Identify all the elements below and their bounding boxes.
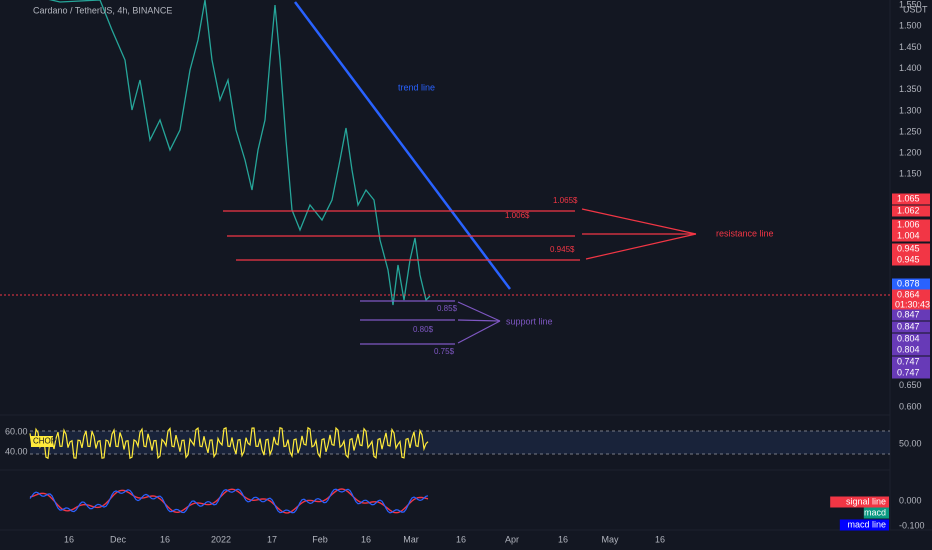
price-label: 1.550 — [899, 0, 922, 10]
price-label: 1.350 — [899, 84, 922, 94]
resistance-level: 1.006$ — [505, 211, 530, 220]
resistance-level: 0.945$ — [550, 245, 575, 254]
time-label: 17 — [267, 534, 277, 544]
macd-legend-box — [839, 519, 889, 531]
price-tag — [892, 367, 930, 379]
time-label: Apr — [505, 534, 519, 544]
price-label: 1.500 — [899, 21, 922, 31]
time-label: 2022 — [211, 534, 231, 544]
price-tag-label: 0.864 — [897, 289, 920, 299]
price-tag-label: 0.847 — [897, 321, 920, 331]
time-label: 16 — [655, 534, 665, 544]
support-level: 0.80$ — [413, 325, 434, 334]
resistance-lines — [223, 208, 697, 261]
price-label: 1.450 — [899, 42, 922, 52]
price-tag-label: 0.804 — [897, 344, 920, 354]
price-tag-label: 0.804 — [897, 333, 920, 343]
resistance-level: 1.065$ — [553, 196, 578, 205]
price-label: 1.150 — [899, 169, 922, 179]
support-lines — [360, 300, 501, 345]
price-tag — [892, 356, 930, 368]
chop-band — [30, 431, 890, 454]
time-label: 16 — [64, 534, 74, 544]
price-tag — [892, 309, 930, 321]
price-label: 1.250 — [899, 126, 922, 136]
price-tag — [892, 278, 930, 290]
time-label: May — [601, 534, 619, 544]
macd-axis-label: 0.000 — [899, 495, 922, 505]
price-tag-label: 0.945 — [897, 254, 920, 264]
macd-legend-label: signal line — [846, 496, 886, 506]
price-label: 0.600 — [899, 401, 922, 411]
macd-legend-label: macd — [864, 507, 886, 517]
chop-label-box — [31, 436, 53, 447]
time-label: 16 — [160, 534, 170, 544]
chop-level: 40.00 — [5, 446, 28, 456]
trend-label: trend line — [398, 82, 435, 92]
time-label: 16 — [361, 534, 371, 544]
trend-line — [293, 1, 512, 290]
time-label: Mar — [403, 534, 419, 544]
price-tag-label: 1.006 — [897, 219, 920, 229]
price-tag — [892, 205, 930, 217]
price-tag — [892, 254, 930, 266]
price-tag — [892, 193, 930, 205]
price-tag — [892, 230, 930, 242]
time-label: Dec — [110, 534, 127, 544]
currency: USDT — [903, 4, 928, 14]
resistance-label: resistance line — [716, 228, 774, 238]
price-tag-label: 0.747 — [897, 356, 920, 366]
price-tag — [892, 243, 930, 255]
support-label: support line — [506, 316, 553, 326]
support-level: 0.75$ — [434, 347, 455, 356]
chop-level-lines — [30, 430, 890, 455]
price-tag — [892, 321, 930, 333]
macd-legend-label: macd line — [847, 519, 886, 529]
price-tag-label: 1.062 — [897, 205, 920, 215]
macd-legend-box — [863, 507, 889, 519]
price-tag — [892, 289, 930, 312]
price-series — [48, 0, 431, 306]
price-tag-label: 0.878 — [897, 278, 920, 288]
price-label: 1.200 — [899, 148, 922, 158]
grid — [0, 0, 932, 531]
macd-line-series — [29, 488, 429, 514]
price-tag-label: 1.004 — [897, 230, 920, 240]
chart-title: Cardano / TetherUS, 4h, BINANCE — [33, 5, 172, 15]
price-tag — [892, 219, 930, 231]
price-label: 0.650 — [899, 380, 922, 390]
price-tag — [892, 333, 930, 345]
chop-series — [29, 426, 429, 460]
support-level: 0.85$ — [437, 304, 458, 313]
time-label: 16 — [558, 534, 568, 544]
price-tag — [892, 344, 930, 356]
chop-level: 60.00 — [5, 426, 28, 436]
chop-right: 50.00 — [899, 438, 922, 448]
price-tag-label: 1.065 — [897, 193, 920, 203]
price-label: 1.400 — [899, 63, 922, 73]
price-tag-label: 0.747 — [897, 367, 920, 377]
chop-label: CHOP — [33, 437, 56, 446]
time-label: Feb — [312, 534, 328, 544]
macd-axis-label: -0.100 — [899, 520, 925, 530]
price-label: 1.300 — [899, 105, 922, 115]
time-label: 16 — [456, 534, 466, 544]
macd-legend-box — [830, 496, 889, 508]
price-tag-label: 0.945 — [897, 243, 920, 253]
price-tag-label: 0.847 — [897, 309, 920, 319]
price-tag-timer: 01:30:43 — [895, 299, 930, 309]
